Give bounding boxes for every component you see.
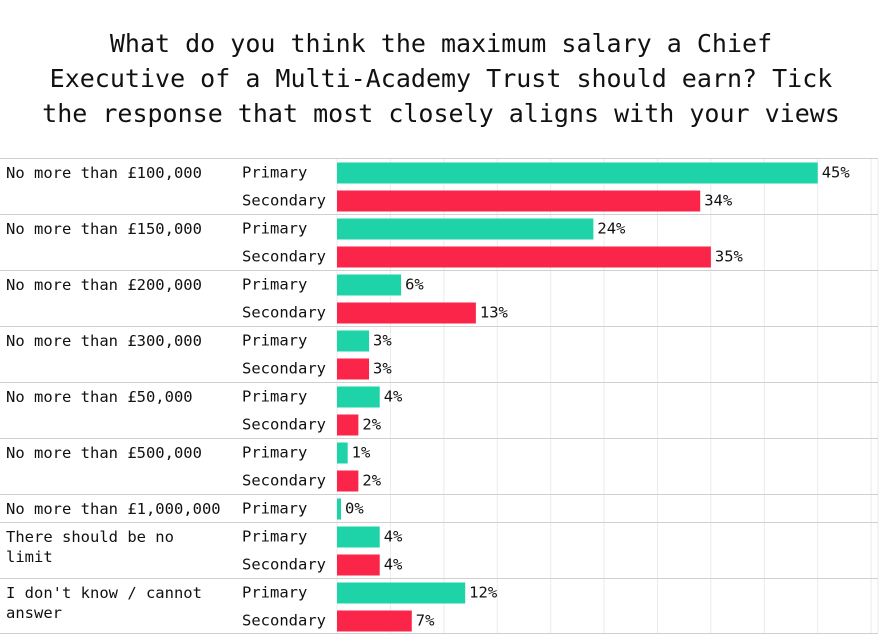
series-label: Primary: [242, 500, 307, 518]
series-label: Primary: [242, 164, 307, 182]
data-label: 45%: [822, 164, 851, 182]
data-label: 13%: [480, 304, 509, 322]
series-label: Secondary: [242, 556, 326, 574]
data-label: 2%: [362, 416, 381, 434]
series-label: Primary: [242, 332, 307, 350]
bar: [337, 274, 402, 296]
bar: [337, 610, 412, 632]
series-label: Primary: [242, 584, 307, 602]
chart-title: What do you think the maximum salary a C…: [42, 29, 840, 128]
bar: [337, 526, 380, 548]
bar: [337, 358, 370, 380]
data-label: 4%: [384, 528, 403, 546]
series-label: Primary: [242, 528, 307, 546]
bar: [337, 330, 370, 352]
bar: [337, 554, 380, 576]
category-label: I don't know / cannot: [6, 584, 202, 602]
series-label: Primary: [242, 276, 307, 294]
series-label: Secondary: [242, 416, 326, 434]
data-label: 6%: [405, 276, 424, 294]
data-label: 4%: [384, 388, 403, 406]
series-label: Primary: [242, 388, 307, 406]
category-label: limit: [6, 548, 53, 566]
bar: [337, 302, 476, 324]
category-label: No more than £50,000: [6, 388, 193, 406]
bar: [337, 498, 341, 520]
data-label: 2%: [362, 472, 381, 490]
bar: [337, 470, 359, 492]
series-label: Primary: [242, 220, 307, 238]
data-label: 7%: [416, 612, 435, 630]
series-label: Secondary: [242, 612, 326, 630]
bar: [337, 582, 466, 604]
category-label: No more than £150,000: [6, 220, 202, 238]
bar: [337, 246, 711, 268]
category-label: No more than £300,000: [6, 332, 202, 350]
data-label: 3%: [373, 332, 392, 350]
data-label: 4%: [384, 556, 403, 574]
bar: [337, 218, 594, 240]
category-label: No more than £500,000: [6, 444, 202, 462]
data-label: 35%: [715, 248, 744, 266]
bar: [337, 190, 701, 212]
series-label: Secondary: [242, 248, 326, 266]
series-label: Secondary: [242, 192, 326, 210]
category-label: No more than £100,000: [6, 164, 202, 182]
category-label: No more than £200,000: [6, 276, 202, 294]
bar: [337, 442, 348, 464]
category-label: There should be no: [6, 528, 174, 546]
series-label: Secondary: [242, 304, 326, 322]
series-label: Secondary: [242, 360, 326, 378]
data-label: 12%: [469, 584, 498, 602]
data-label: 24%: [597, 220, 626, 238]
series-label: Secondary: [242, 472, 326, 490]
category-label: No more than £1,000,000: [6, 500, 221, 518]
data-label: 34%: [704, 192, 733, 210]
bar: [337, 386, 380, 408]
data-label: 0%: [345, 500, 364, 518]
data-label: 3%: [373, 360, 392, 378]
bar: [337, 414, 359, 436]
data-label: 1%: [352, 444, 371, 462]
bar: [337, 162, 818, 184]
series-label: Primary: [242, 444, 307, 462]
category-label: answer: [6, 604, 62, 622]
